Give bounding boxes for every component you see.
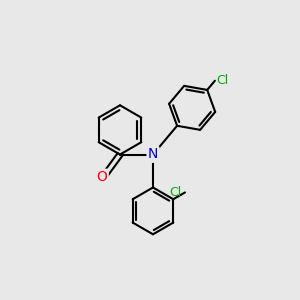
Text: O: O [97, 170, 107, 184]
Text: Cl: Cl [216, 74, 229, 87]
Text: N: N [148, 148, 158, 161]
Text: Cl: Cl [170, 186, 182, 199]
